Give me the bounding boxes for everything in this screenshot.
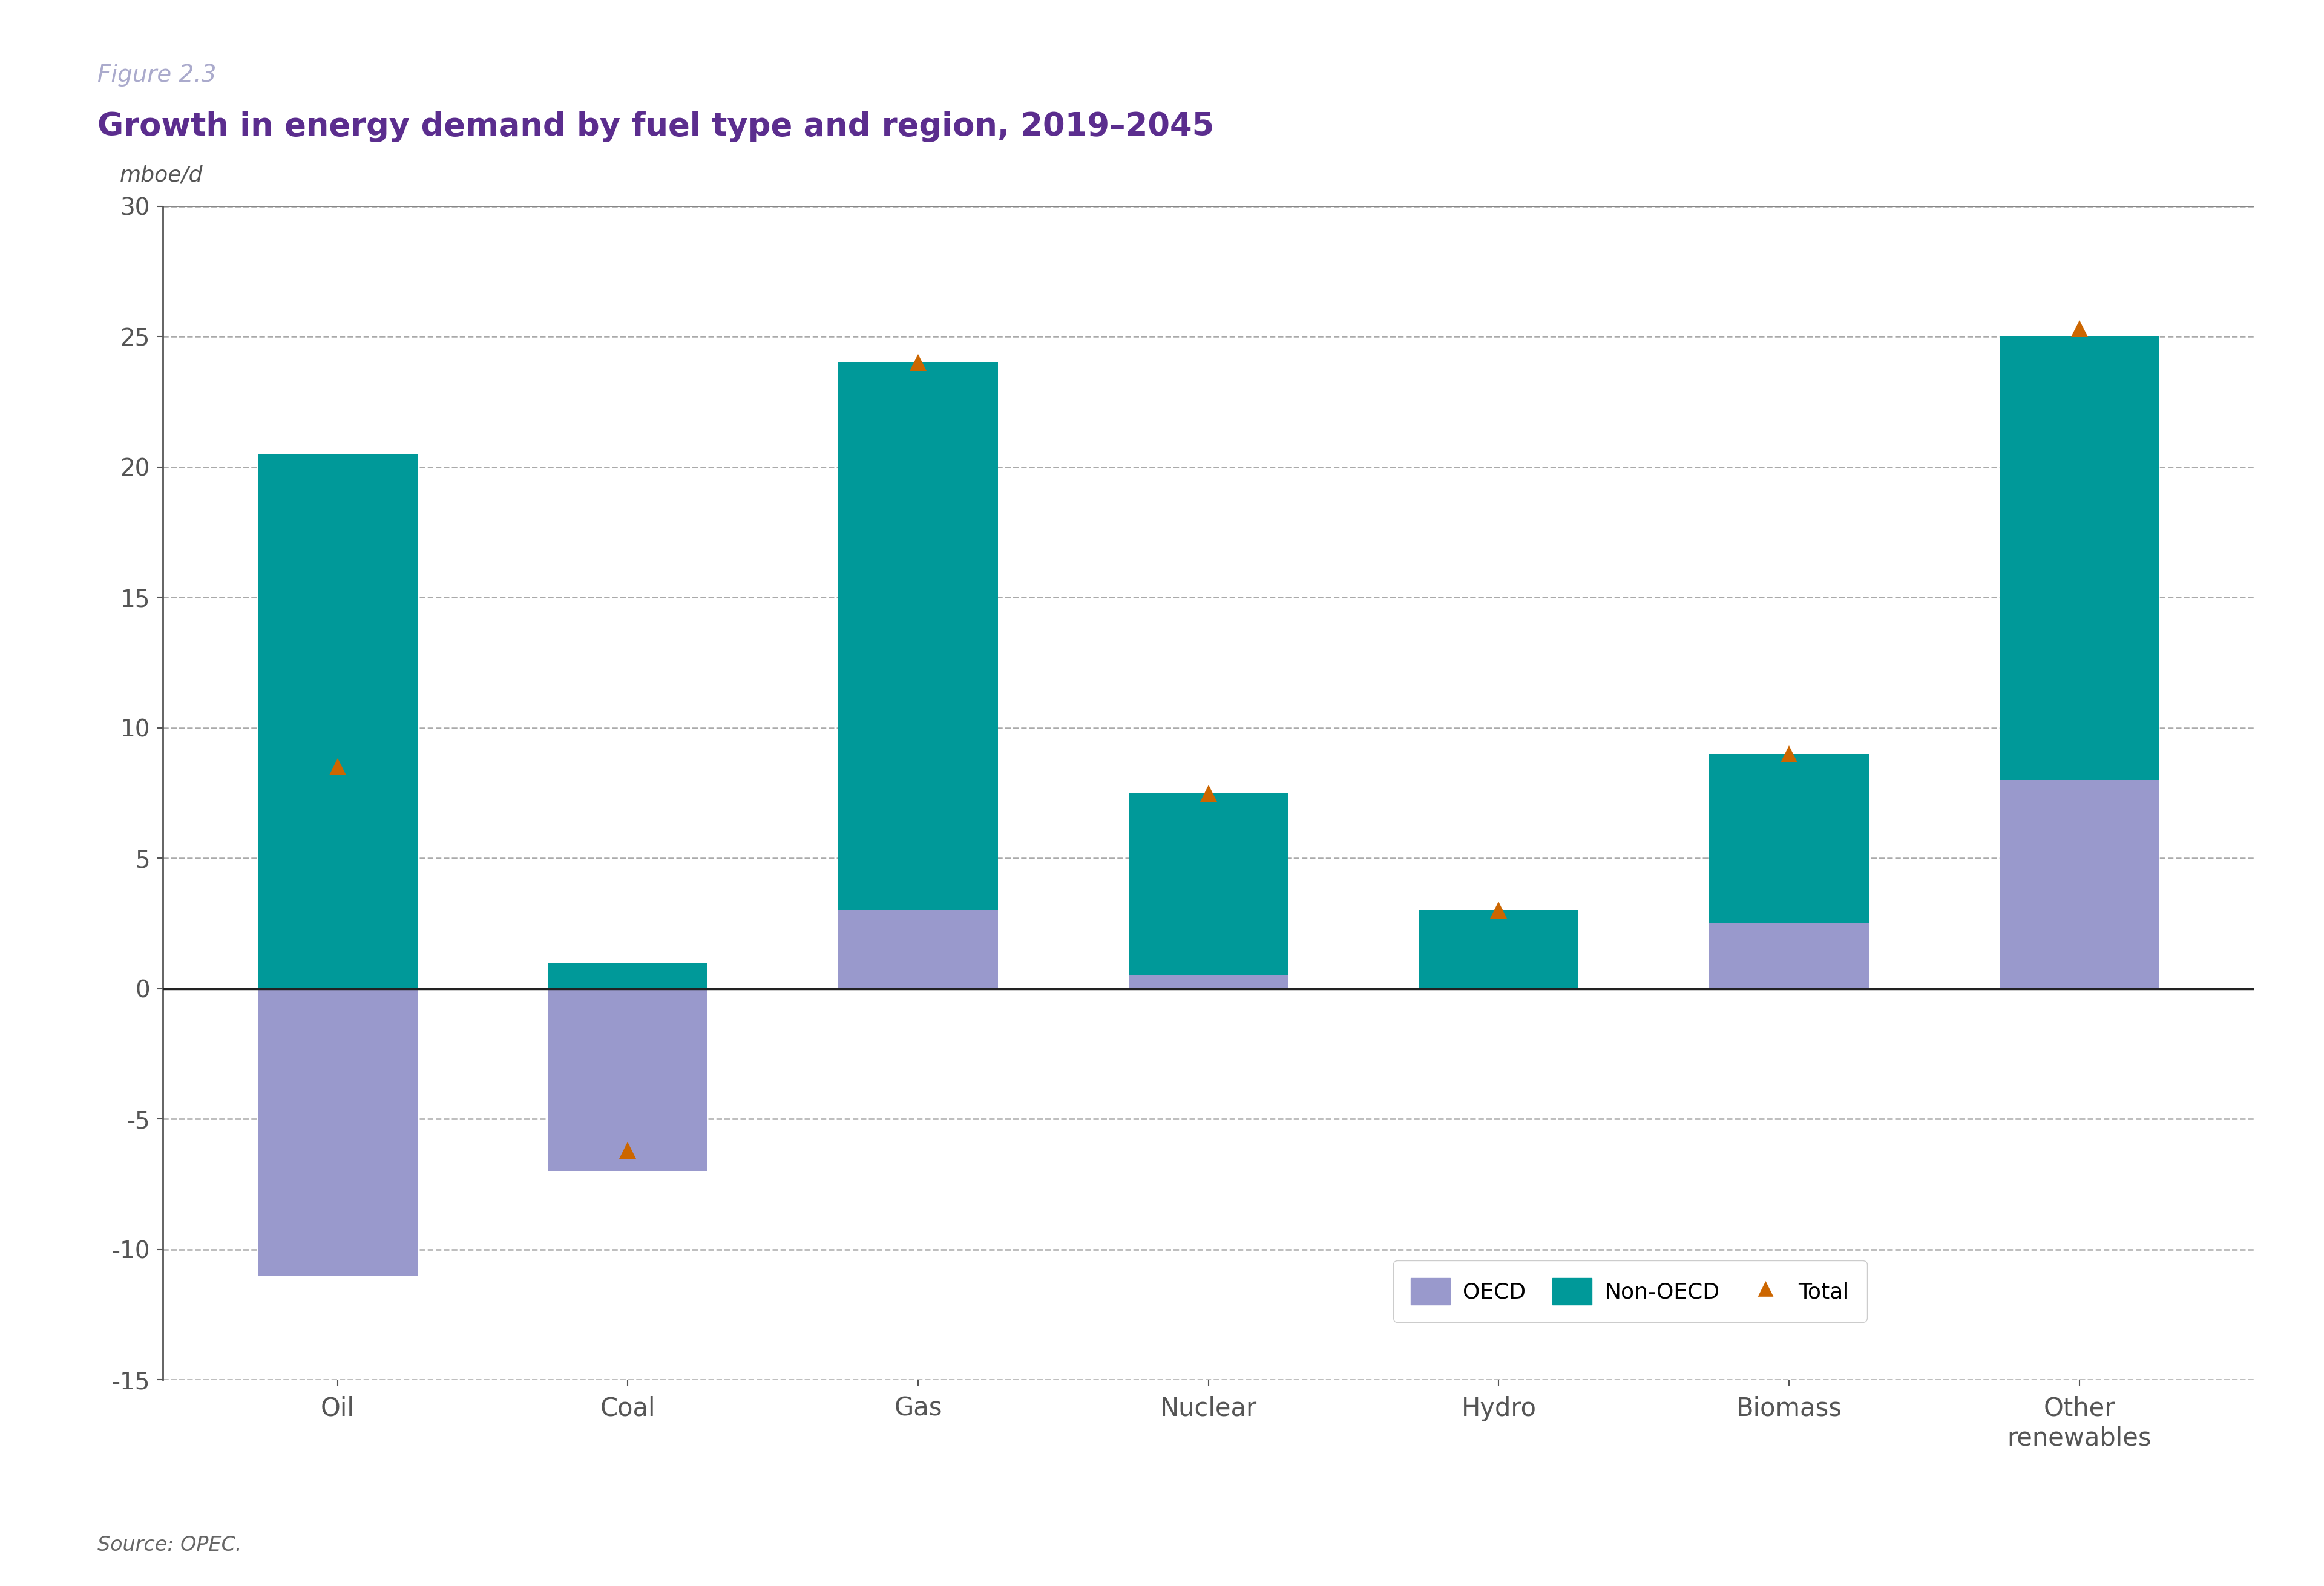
Text: mboe/d: mboe/d <box>121 165 202 186</box>
Bar <box>1420 910 1578 988</box>
Bar <box>839 363 997 910</box>
Bar <box>258 454 418 988</box>
Bar <box>1129 793 1287 975</box>
Bar <box>1708 923 1868 988</box>
Text: Growth in energy demand by fuel type and region, 2019–2045: Growth in energy demand by fuel type and… <box>98 111 1215 143</box>
Text: Source: OPEC.: Source: OPEC. <box>98 1535 242 1556</box>
Bar <box>1708 753 1868 923</box>
Bar <box>548 963 709 988</box>
Bar <box>548 988 709 1170</box>
Bar <box>1999 336 2159 780</box>
Legend: OECD, Non-OECD, Total: OECD, Non-OECD, Total <box>1392 1261 1866 1323</box>
Bar <box>258 988 418 1275</box>
Text: Figure 2.3: Figure 2.3 <box>98 63 216 86</box>
Bar <box>839 910 997 988</box>
Bar <box>1999 780 2159 988</box>
Bar <box>1129 975 1287 988</box>
